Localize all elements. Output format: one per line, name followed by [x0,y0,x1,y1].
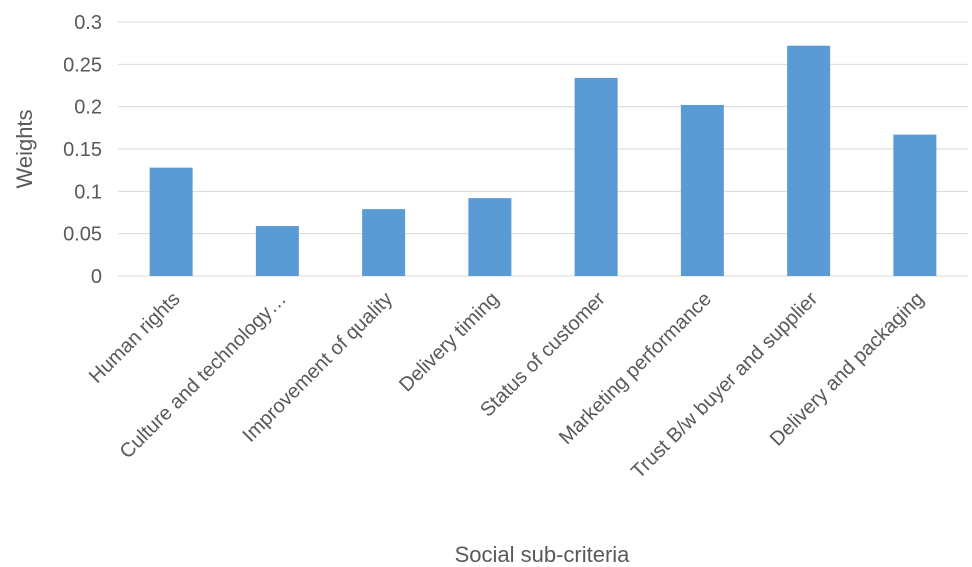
y-tick-label: 0.05 [63,224,102,246]
y-tick-label: 0 [91,266,102,288]
x-tick-label: Human rights [85,288,185,388]
bar [574,77,618,276]
gridlines [118,21,968,277]
y-axis-title: Weights [12,109,37,188]
y-tick-label: 0.1 [74,181,102,203]
y-tick-label: 0.2 [74,97,102,119]
x-tick-label: Delivery timing [395,288,503,396]
bar [787,45,831,276]
bar [680,104,724,277]
y-axis-ticks: 0 0.05 0.1 0.15 0.2 0.25 0.3 [63,12,102,288]
bar [893,134,937,276]
y-tick-label: 0.25 [63,54,102,76]
bar [255,226,299,276]
bar [468,198,512,276]
y-tick-label: 0.15 [63,139,102,161]
bars [149,45,937,277]
y-tick-label: 0.3 [74,12,102,34]
x-axis-title: Social sub-criteria [455,542,631,567]
x-tick-label: Trust B/w buyer and supplier [627,288,822,483]
bar [149,167,193,276]
bar [362,209,406,276]
